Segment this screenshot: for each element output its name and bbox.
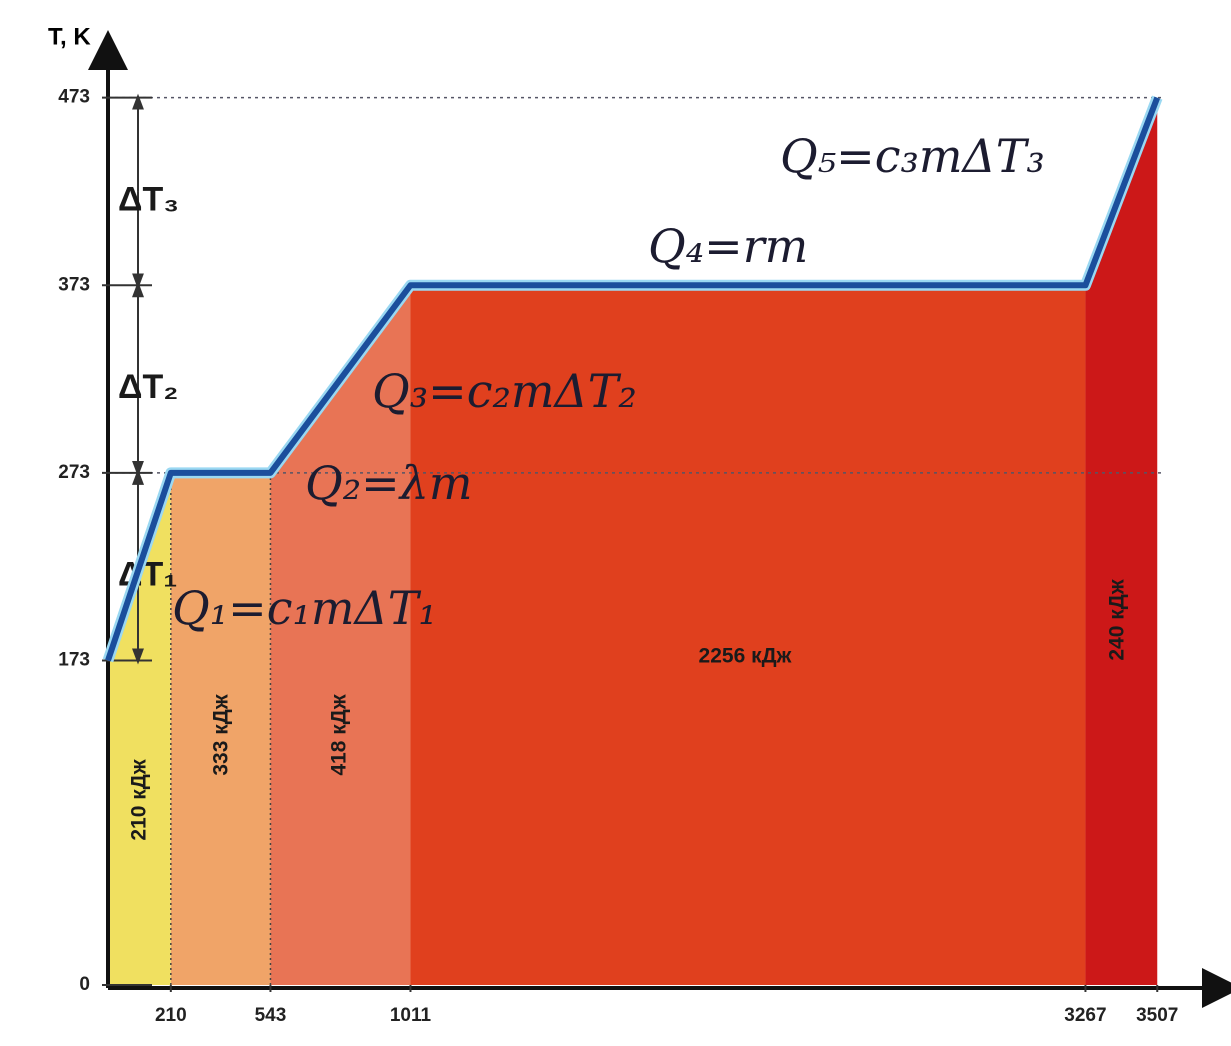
y-tick-label: 373 (58, 274, 90, 295)
x-tick-label: 210 (155, 1005, 187, 1026)
delta-label: ΔT₂ (118, 368, 178, 406)
y-tick-label: 0 (79, 974, 90, 995)
y-tick-label: 173 (58, 649, 90, 670)
segment-label: 240 кДж (1106, 578, 1129, 660)
heat-region (108, 472, 171, 985)
heat-region (1085, 97, 1158, 986)
x-tick-label: 3507 (1136, 1005, 1178, 1026)
y-tick-label: 473 (58, 87, 90, 108)
x-tick-label: 543 (255, 1005, 287, 1026)
heating-curve (105, 96, 1161, 662)
y-axis-label: T, K (48, 23, 91, 50)
x-tick-label: 3267 (1064, 1005, 1106, 1026)
delta-label: ΔT₃ (118, 180, 179, 218)
guides (108, 96, 1165, 985)
formula: Q₄=rm (648, 219, 808, 273)
formula: Q₃=c₂mΔT₂ (372, 364, 637, 418)
regions (108, 97, 1158, 986)
formula: Q₅=c₃mΔT₃ (780, 129, 1045, 183)
formula: Q₁=c₁mΔT₁ (172, 581, 437, 635)
segment-label: 210 кДж (128, 758, 151, 840)
segment-label: 418 кДж (328, 693, 351, 775)
x-tick-label: 1011 (390, 1005, 432, 1026)
heat-region (270, 285, 411, 985)
heat-region (170, 472, 271, 985)
heat-region (410, 285, 1086, 985)
segment-label: 2256 кДж (699, 645, 793, 668)
segment-label: 333 кДж (210, 693, 233, 775)
formula: Q₂=λm (305, 456, 472, 510)
y-tick-label: 273 (58, 462, 90, 483)
